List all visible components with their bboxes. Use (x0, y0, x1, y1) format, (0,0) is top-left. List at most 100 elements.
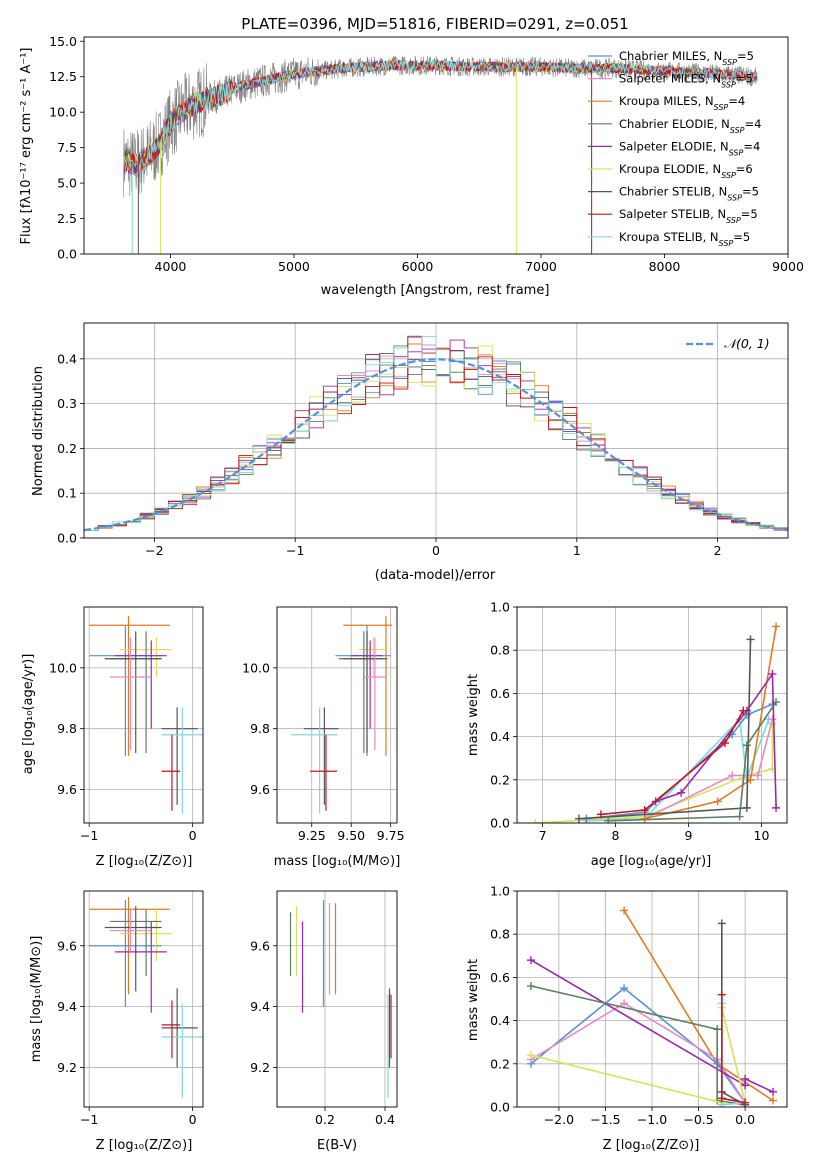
ageM-xlabel: mass [log₁₀(M/M⊙)] (274, 854, 401, 869)
y-tick-label: 9.2 (250, 1060, 270, 1075)
y-tick-label: 9.6 (57, 938, 77, 953)
massZ-ylabel: mass [log₁₀(M/M⊙)] (29, 936, 44, 1063)
x-tick-label: 0.0 (735, 1112, 755, 1127)
legend-value: =5 (737, 49, 754, 63)
legend-subscript: SSP (721, 171, 736, 180)
y-tick-label: 0.2 (490, 1056, 510, 1071)
legend-label: Salpeter ELODIE, NSSP=4 (619, 139, 760, 157)
x-tick-label: 8 (612, 828, 620, 843)
data-point-marker (620, 999, 629, 1008)
legend-label: 𝒩(0, 1) (724, 336, 770, 351)
plot-data-area (89, 897, 203, 1098)
spectrum-title: PLATE=0396, MJD=51816, FIBERID=0291, z=0… (241, 15, 628, 33)
x-tick-label: 7 (539, 828, 547, 843)
y-tick-label: 1.0 (490, 600, 510, 615)
legend-value: =4 (743, 139, 760, 153)
legend-label: Salpeter MILES, NSSP=5 (619, 72, 753, 90)
plot-frame (83, 890, 204, 1108)
data-point-marker (717, 1094, 726, 1103)
mass-weight-line-chabrier_stelib (578, 639, 752, 820)
y-tick-label: 0.4 (490, 729, 510, 744)
x-tick-label: 0 (189, 1112, 197, 1127)
x-tick-label: 1 (573, 543, 581, 558)
data-point-marker (720, 739, 729, 748)
plot-frame (276, 606, 398, 824)
y-tick-label: 10.0 (49, 660, 77, 675)
plot-frame (83, 606, 204, 824)
legend-value: =4 (745, 117, 762, 131)
legend-value: =5 (736, 72, 753, 86)
spectrum-ylabel: Flux [fλ10⁻¹⁷ erg cm⁻² s⁻¹ A⁻¹] (19, 48, 34, 245)
y-tick-label: 9.6 (57, 782, 77, 797)
data-point-marker (741, 1074, 750, 1083)
data-point-marker (713, 1025, 722, 1034)
plot-data-area (123, 55, 758, 254)
data-point-marker (769, 1087, 778, 1096)
data-point-marker (753, 771, 762, 780)
y-tick-label: 0.0 (57, 531, 77, 546)
mass-weight-line-chabrier_miles (530, 987, 746, 1104)
legend-value: =6 (736, 162, 753, 176)
legend-value: =5 (733, 230, 750, 244)
legend-subscript: SSP (727, 193, 742, 202)
x-tick-label: 4000 (155, 259, 187, 274)
y-tick-label: 10.0 (242, 660, 270, 675)
legend-value: =5 (742, 185, 759, 199)
x-tick-label: 7000 (525, 259, 557, 274)
y-tick-label: 9.8 (57, 721, 77, 736)
mwZ-ylabel: mass weight (466, 959, 481, 1041)
data-point-marker (772, 803, 781, 812)
data-point-marker (746, 635, 755, 644)
residual-ylabel: Normed distribution (31, 366, 46, 496)
data-point-marker (604, 816, 613, 823)
data-point-marker (575, 814, 584, 823)
x-tick-label: 9 (685, 828, 693, 843)
spectrum-panel: PLATE=0396, MJD=51816, FIBERID=0291, z=0… (19, 15, 804, 298)
age-vs-metallicity-panel: −1 0 9.6 9.8 10.0 Z [log₁₀(Z/Z⊙)] age [log₁₀… (21, 606, 204, 869)
plot-data-area (526, 906, 778, 1107)
plot-data-area (531, 622, 781, 823)
data-point-marker (677, 788, 686, 797)
y-tick-label: 9.8 (250, 721, 270, 736)
legend-value: =4 (728, 94, 745, 108)
ageZ-ylabel: age [log₁₀(age/yr)] (21, 654, 36, 775)
mass-vs-ebv-panel: 0.2 0.4 9.2 9.4 9.6 E(B-V) (250, 890, 398, 1153)
data-point-marker (717, 990, 726, 999)
x-tick-label: −1 (286, 543, 304, 558)
spectrum-xlabel: wavelength [Angstrom, rest frame] (321, 283, 550, 298)
x-tick-label: −1 (80, 1112, 98, 1127)
mass-weight-vs-metallicity-panel: −2.0 −1.5 −1.0 −0.5 0.0 0.0 0.2 0.4 0.6 0.8 1.0 Z … (466, 884, 788, 1153)
y-tick-label: 15.0 (49, 34, 77, 49)
plot-frame (276, 890, 398, 1108)
data-point-marker (728, 771, 737, 780)
legend-label: Chabrier STELIB, NSSP=5 (619, 185, 759, 203)
x-tick-label: 9000 (772, 259, 804, 274)
y-tick-label: 0.2 (57, 441, 77, 456)
histogram-kroupa_stelib (84, 336, 788, 531)
model-spectrum-kroupa_elodie (123, 59, 758, 172)
y-tick-label: 7.5 (57, 140, 77, 155)
y-tick-label: 0.4 (57, 351, 77, 366)
spectrum-legend: Chabrier MILES, NSSP=5 Salpeter MILES, NS… (588, 49, 761, 247)
x-tick-label: 9.75 (377, 828, 405, 843)
x-tick-label: −2 (145, 543, 163, 558)
plot-frame (516, 890, 788, 1108)
legend-value: =5 (741, 207, 758, 221)
y-tick-label: 0.0 (490, 1100, 510, 1115)
residual-xlabel: (data-model)/error (375, 568, 496, 583)
y-tick-label: 9.6 (250, 782, 270, 797)
mwZ-xlabel: Z [log₁₀(Z/Z⊙)] (603, 1138, 700, 1153)
mass-weight-line-salpeter_miles (530, 1002, 746, 1104)
gaussian-curve (84, 358, 788, 532)
data-point-marker (640, 806, 649, 815)
data-point-marker (739, 706, 748, 715)
x-tick-label: 0 (432, 543, 440, 558)
y-tick-label: 0.0 (57, 247, 77, 262)
mwAge-xlabel: age [log₁₀(age/yr)] (591, 854, 712, 869)
mass-weight-line-salpeter_stelib (600, 710, 744, 816)
data-point-marker (741, 1098, 750, 1107)
data-point-marker (768, 715, 777, 724)
plot-frame (83, 322, 789, 539)
mass-vs-metallicity-panel: −1 0 9.2 9.4 9.6 Z [log₁₀(Z/Z⊙)] mass [log₁₀… (29, 890, 204, 1153)
legend-label: Kroupa ELODIE, NSSP=6 (619, 162, 753, 180)
